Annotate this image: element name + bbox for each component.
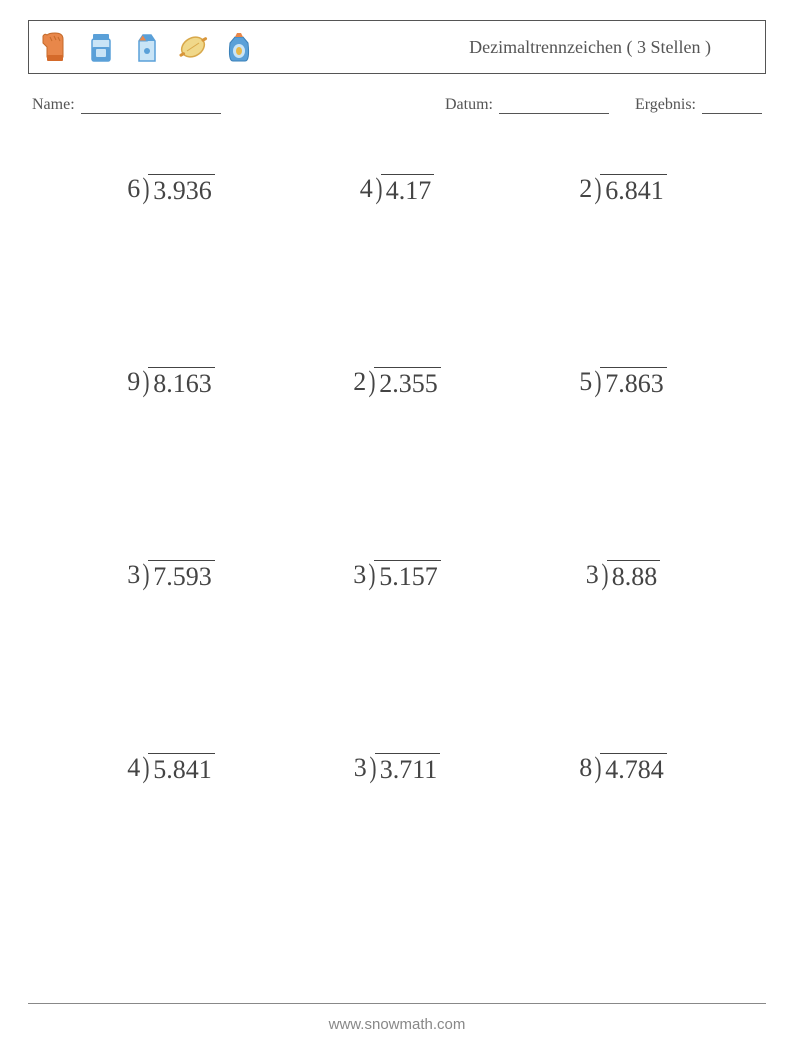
problem: 3)8.88 [530, 560, 716, 593]
division-bracket: ) [369, 562, 376, 588]
division-bracket: ) [143, 755, 150, 781]
division-bracket: ) [143, 562, 150, 588]
dividend: 5.841 [148, 753, 215, 786]
divisor: 9 [127, 367, 141, 397]
result-label: Ergebnis: [635, 96, 696, 114]
header-icons [37, 29, 257, 65]
divisor: 5 [579, 367, 593, 397]
division-bracket: ) [369, 755, 376, 781]
problem: 5)7.863 [530, 367, 716, 400]
problem: 3)5.157 [304, 560, 490, 593]
divisor: 2 [353, 367, 367, 397]
worksheet-header: Dezimaltrennzeichen ( 3 Stellen ) [28, 20, 766, 74]
divisor: 3 [127, 560, 141, 590]
divisor: 4 [127, 753, 141, 783]
footer-url: www.snowmath.com [329, 1016, 466, 1033]
divisor: 2 [579, 174, 593, 204]
problem: 2)2.355 [304, 367, 490, 400]
divisor: 8 [579, 753, 593, 783]
division-bracket: ) [143, 176, 150, 202]
dividend: 6.841 [600, 174, 667, 207]
problem: 3)3.711 [304, 753, 490, 786]
problem: 9)8.163 [78, 367, 264, 400]
milk-carton-icon [129, 29, 165, 65]
name-blank[interactable] [81, 98, 221, 114]
division-bracket: ) [595, 176, 602, 202]
rolling-pin-icon [175, 29, 211, 65]
date-label: Datum: [445, 96, 493, 114]
division-bracket: ) [595, 755, 602, 781]
problems-grid: 6)3.936 4)4.17 2)6.841 9)8.163 2)2.355 5… [28, 174, 766, 786]
division-bracket: ) [375, 176, 382, 202]
divisor: 3 [354, 753, 368, 783]
dividend: 2.355 [374, 367, 441, 400]
division-bracket: ) [601, 562, 608, 588]
worksheet-title: Dezimaltrennzeichen ( 3 Stellen ) [469, 37, 751, 58]
jar-icon [83, 29, 119, 65]
dividend: 8.88 [607, 560, 661, 593]
problem: 3)7.593 [78, 560, 264, 593]
dividend: 4.17 [381, 174, 435, 207]
divisor: 6 [127, 174, 141, 204]
problem: 2)6.841 [530, 174, 716, 207]
flour-bag-icon [221, 29, 257, 65]
dividend: 4.784 [600, 753, 667, 786]
problem: 4)4.17 [304, 174, 490, 207]
divisor: 3 [586, 560, 600, 590]
dividend: 5.157 [374, 560, 441, 593]
division-bracket: ) [595, 369, 602, 395]
dividend: 7.593 [148, 560, 215, 593]
footer: www.snowmath.com [0, 1003, 794, 1033]
meta-row: Name: Datum: Ergebnis: [28, 96, 766, 114]
problem: 8)4.784 [530, 753, 716, 786]
result-blank[interactable] [702, 98, 762, 114]
name-label: Name: [32, 96, 75, 114]
divisor: 4 [360, 174, 374, 204]
division-bracket: ) [369, 369, 376, 395]
problem: 4)5.841 [78, 753, 264, 786]
problem: 6)3.936 [78, 174, 264, 207]
dividend: 8.163 [148, 367, 215, 400]
dividend: 3.936 [148, 174, 215, 207]
dividend: 7.863 [600, 367, 667, 400]
division-bracket: ) [143, 369, 150, 395]
oven-mitt-icon [37, 29, 73, 65]
date-blank[interactable] [499, 98, 609, 114]
dividend: 3.711 [375, 753, 441, 786]
divisor: 3 [353, 560, 367, 590]
